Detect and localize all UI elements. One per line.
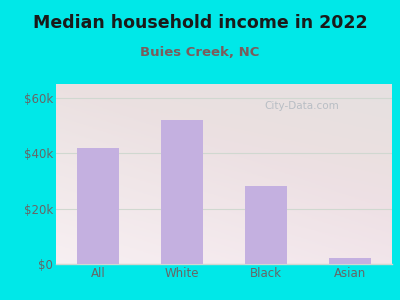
Bar: [161, 120, 203, 264]
Text: Buies Creek, NC: Buies Creek, NC: [140, 46, 260, 59]
Text: Median household income in 2022: Median household income in 2022: [33, 14, 367, 32]
Bar: [245, 187, 287, 264]
Text: City-Data.com: City-Data.com: [264, 100, 339, 111]
Bar: [329, 259, 371, 264]
Bar: [77, 148, 119, 264]
